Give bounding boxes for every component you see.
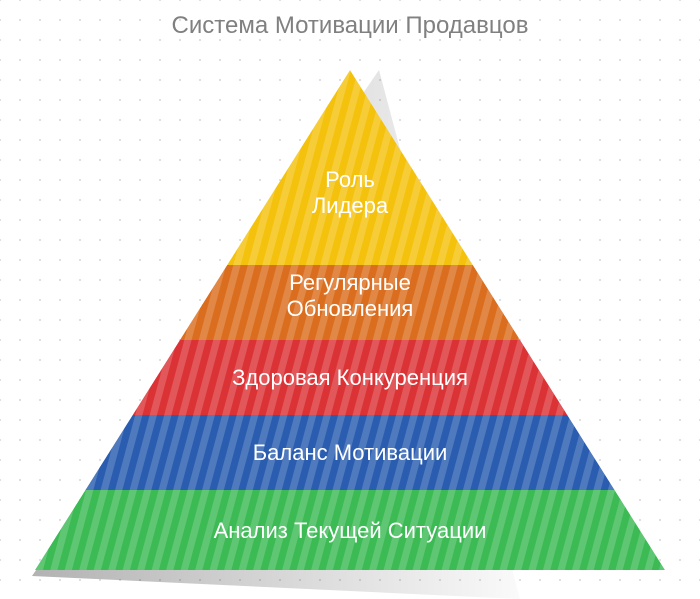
pyramid-level-label-3: Баланс Мотивации — [253, 440, 448, 465]
pyramid-level-label-1: РегулярныеОбновления — [287, 270, 414, 321]
pyramid-svg: РольЛидераРегулярныеОбновленияЗдоровая К… — [0, 0, 700, 599]
pyramid-level-label-4: Анализ Текущей Ситуации — [214, 518, 487, 543]
pyramid-level-label-2: Здоровая Конкуренция — [232, 365, 468, 390]
pyramid-diagram: Система Мотивации Продавцов РольЛидераРе… — [0, 0, 700, 599]
